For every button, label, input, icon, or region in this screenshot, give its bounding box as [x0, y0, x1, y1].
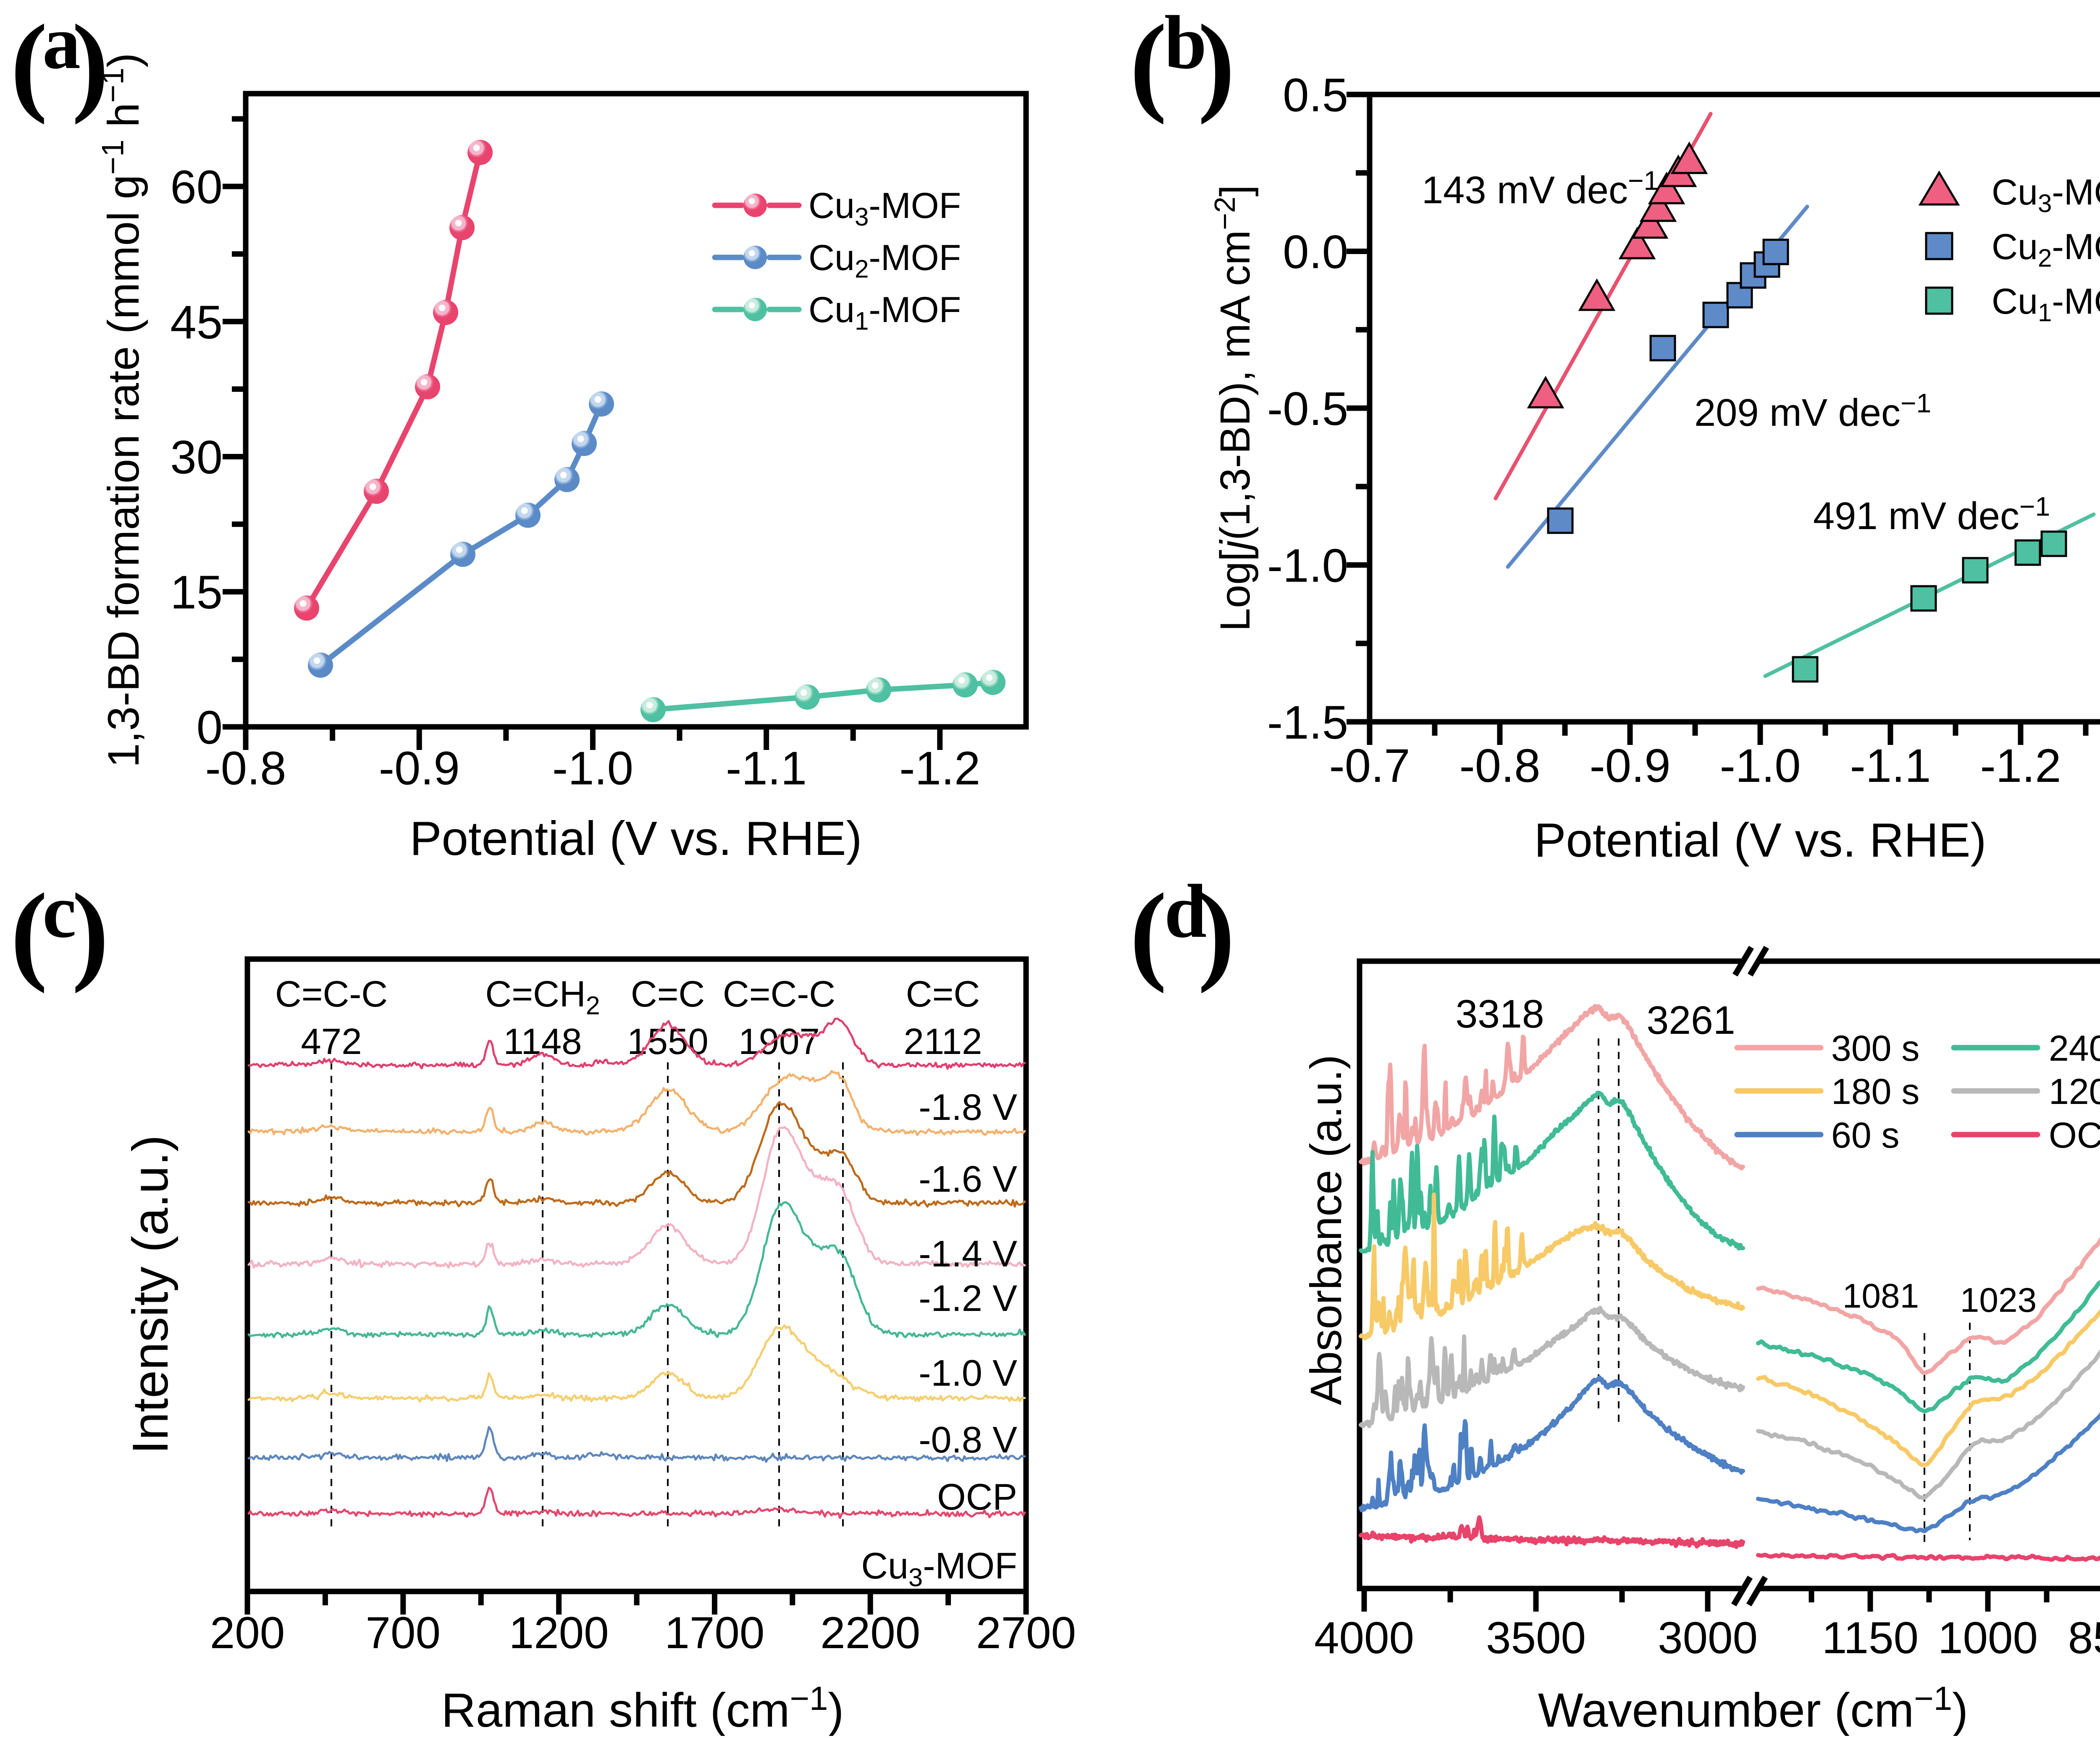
svg-text:Wavenumber (cm−1​): Wavenumber (cm−1​)	[1538, 1680, 1968, 1736]
svg-text:-1.1: -1.1	[726, 742, 807, 794]
svg-text:2112: 2112	[903, 1021, 982, 1062]
svg-text:30: 30	[170, 431, 223, 484]
svg-text:-1.0 V: -1.0 V	[919, 1352, 1017, 1394]
svg-text:45: 45	[170, 296, 223, 349]
svg-text:OCP: OCP	[937, 1476, 1017, 1518]
svg-text:200: 200	[210, 1607, 285, 1658]
svg-text:C=C-C: C=C-C	[275, 974, 388, 1014]
svg-text:-0.7: -0.7	[1329, 739, 1410, 792]
svg-text:491 mV dec−1​: 491 mV dec−1​	[1813, 491, 2050, 537]
svg-text:Cu3​-MOF: Cu3​-MOF	[861, 1545, 1017, 1592]
svg-text:-1.6 V: -1.6 V	[919, 1158, 1017, 1200]
svg-text:-1.2 V: -1.2 V	[919, 1277, 1017, 1319]
svg-text:0: 0	[197, 701, 223, 754]
svg-text:-1.0: -1.0	[1267, 540, 1348, 592]
svg-text:60 s: 60 s	[1831, 1115, 1900, 1156]
svg-text:1700: 1700	[664, 1607, 764, 1658]
svg-text:2700: 2700	[976, 1607, 1076, 1658]
svg-text:143 mV dec−1​: 143 mV dec−1​	[1422, 165, 1659, 212]
svg-text:1000: 1000	[1938, 1612, 2038, 1663]
svg-text:1907: 1907	[738, 1021, 820, 1062]
svg-text:240 s: 240 s	[2049, 1028, 2100, 1069]
svg-text:1081: 1081	[1843, 1277, 1919, 1315]
svg-text:Potential (V vs. RHE): Potential (V vs. RHE)	[410, 812, 862, 865]
svg-text:(c): (c)	[10, 869, 109, 994]
svg-text:-0.8: -0.8	[1460, 739, 1541, 792]
svg-text:-0.9: -0.9	[379, 742, 460, 794]
svg-text:-1.0: -1.0	[1720, 739, 1801, 792]
svg-text:Cu2​-MOF: Cu2​-MOF	[1992, 227, 2100, 272]
svg-text:(a): (a)	[10, 0, 109, 125]
svg-text:Intensity (a.u.): Intensity (a.u.)	[122, 1135, 178, 1454]
svg-text:60: 60	[170, 161, 223, 213]
svg-text:120 s: 120 s	[2049, 1072, 2100, 1112]
svg-text:1148: 1148	[503, 1021, 582, 1062]
svg-text:(b): (b)	[1130, 0, 1235, 125]
svg-text:0.5: 0.5	[1283, 69, 1348, 121]
svg-text:Cu1​-MOF: Cu1​-MOF	[808, 290, 961, 335]
svg-text:1200: 1200	[509, 1607, 609, 1658]
svg-text:-0.9: -0.9	[1590, 739, 1671, 792]
svg-text:15: 15	[170, 566, 223, 619]
svg-text:472: 472	[301, 1021, 362, 1062]
svg-text:-0.8: -0.8	[205, 742, 286, 794]
svg-text:3500: 3500	[1486, 1612, 1586, 1663]
svg-text:3261: 3261	[1646, 998, 1735, 1043]
svg-text:-1.5: -1.5	[1267, 696, 1348, 749]
svg-text:-0.5: -0.5	[1267, 383, 1348, 435]
svg-text:-1.8 V: -1.8 V	[919, 1086, 1017, 1128]
svg-text:-1.2: -1.2	[1980, 739, 2061, 792]
svg-text:-1.2: -1.2	[899, 742, 980, 794]
svg-text:Log[j(1,3-BD), mA cm−2​]: Log[j(1,3-BD), mA cm−2​]	[1208, 185, 1259, 631]
svg-text:-1.0: -1.0	[552, 742, 633, 794]
svg-text:-1.1: -1.1	[1850, 739, 1931, 792]
svg-text:2200: 2200	[820, 1607, 920, 1658]
svg-text:850: 850	[2068, 1612, 2100, 1663]
svg-text:C=C: C=C	[631, 974, 705, 1014]
svg-text:4000: 4000	[1314, 1612, 1414, 1663]
svg-text:Absorbance (a.u.): Absorbance (a.u.)	[1302, 1055, 1351, 1405]
svg-text:C=CH2​: C=CH2​	[485, 974, 600, 1020]
svg-text:209 mV dec−1​: 209 mV dec−1​	[1694, 388, 1931, 434]
svg-text:0.0: 0.0	[1283, 226, 1348, 278]
svg-text:1023: 1023	[1960, 1281, 2037, 1319]
svg-text:-1.4 V: -1.4 V	[919, 1233, 1017, 1274]
svg-text:-0.8 V: -0.8 V	[919, 1419, 1017, 1460]
svg-text:Potential (V vs. RHE): Potential (V vs. RHE)	[1534, 814, 1987, 867]
svg-text:300 s: 300 s	[1831, 1028, 1919, 1069]
svg-text:Raman shift (cm−1​): Raman shift (cm−1​)	[441, 1680, 844, 1736]
svg-text:3000: 3000	[1658, 1612, 1758, 1663]
svg-text:Cu3​-MOF: Cu3​-MOF	[808, 186, 961, 231]
svg-text:1150: 1150	[1822, 1612, 1919, 1663]
svg-text:3318: 3318	[1455, 992, 1544, 1036]
svg-text:(d): (d)	[1130, 869, 1235, 994]
svg-text:OCP: OCP	[2049, 1115, 2100, 1156]
svg-text:700: 700	[366, 1607, 441, 1658]
svg-text:C=C: C=C	[906, 974, 980, 1014]
svg-text:Cu2​-MOF: Cu2​-MOF	[808, 238, 961, 283]
svg-text:180 s: 180 s	[1831, 1072, 1919, 1112]
svg-text:C=C-C: C=C-C	[723, 974, 835, 1014]
